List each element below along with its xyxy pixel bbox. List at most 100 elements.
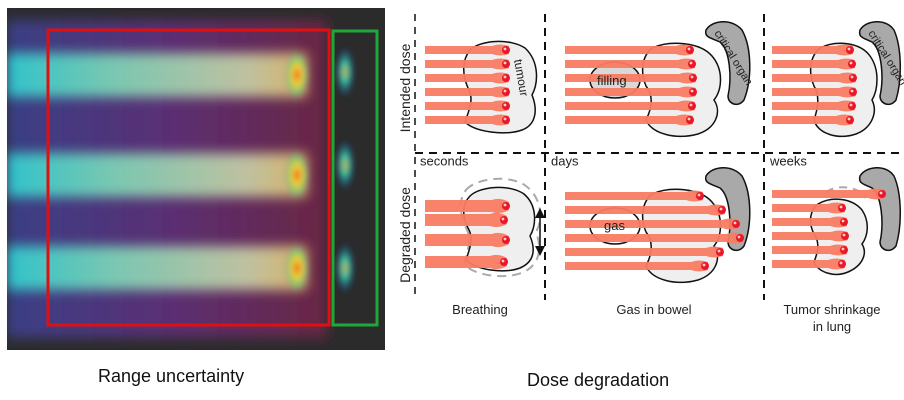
bragg-peak [848, 60, 856, 68]
proton-beam [772, 86, 856, 98]
column-label-gas-in-bowel: Gas in bowel [616, 302, 691, 317]
bragg-peak [500, 258, 508, 266]
bragg-peak [502, 102, 510, 110]
bragg-peak-highlight [879, 191, 883, 195]
proton-beam [425, 232, 509, 248]
bragg-peak-highlight [737, 235, 741, 239]
caption-range-uncertainty: Range uncertainty [98, 366, 245, 386]
distal-spot [336, 244, 354, 292]
proton-beam [772, 188, 885, 200]
proton-beam [772, 58, 855, 70]
column-label-tumor-shrinkage: Tumor shrinkage in lung [783, 302, 880, 334]
bragg-peak-highlight [501, 259, 505, 263]
bragg-peak [846, 116, 854, 124]
proton-beam [565, 190, 703, 202]
proton-beam [425, 254, 507, 270]
bragg-peak [849, 74, 857, 82]
bragg-peak [701, 262, 709, 270]
bragg-peak [841, 232, 849, 240]
critical-organ-shape [704, 21, 751, 106]
caption-dose-degradation: Dose degradation [527, 370, 670, 390]
bragg-peak [696, 192, 704, 200]
beam-band [7, 246, 307, 290]
dose-degradation-schematic: Intended dose Degraded dose seconds days… [397, 14, 904, 334]
bragg-peak-highlight [849, 103, 853, 107]
bragg-peak-hotspot [285, 51, 309, 99]
bragg-peak [838, 260, 846, 268]
proton-beam [565, 72, 696, 84]
row-label-intended-dose: Intended dose [397, 43, 413, 132]
bragg-peak [736, 234, 744, 242]
beam-set [425, 44, 510, 126]
critical-organ-shape [858, 21, 902, 106]
proton-beam [772, 230, 848, 242]
bragg-peak-highlight [690, 89, 694, 93]
range-uncertainty-image [7, 8, 385, 350]
bragg-peak [686, 116, 694, 124]
bragg-peak-highlight [847, 47, 851, 51]
bragg-peak-highlight [689, 61, 693, 65]
bragg-peak [502, 236, 510, 244]
beam-set [425, 198, 510, 270]
proton-beam [565, 114, 693, 126]
bragg-peak-highlight [841, 219, 845, 223]
bragg-peak-highlight [719, 207, 723, 211]
proton-beam [425, 114, 509, 126]
cell-degraded-gas: gas [565, 167, 751, 284]
bragg-peak [689, 88, 697, 96]
critical-organ-shape [704, 167, 751, 252]
bragg-peak-highlight [503, 89, 507, 93]
bragg-peak-highlight [687, 117, 691, 121]
motion-arrow-down [535, 246, 545, 256]
bragg-peak-highlight [503, 117, 507, 121]
bragg-peak [688, 60, 696, 68]
proton-beam [565, 86, 696, 98]
bragg-peak-highlight [841, 247, 845, 251]
bragg-peak-highlight [850, 75, 854, 79]
beam-band [7, 53, 307, 97]
bragg-peak-highlight [503, 203, 507, 207]
proton-beam [425, 198, 509, 214]
time-scale-days: days [551, 153, 579, 168]
bragg-peak [848, 102, 856, 110]
bragg-peak [502, 74, 510, 82]
time-scale-weeks: weeks [769, 153, 807, 168]
proton-beam [425, 86, 509, 98]
beam-set [565, 190, 744, 272]
bragg-peak-highlight [697, 193, 701, 197]
cell-intended-gas: critical organ filling [565, 21, 755, 138]
distal-region-box [331, 29, 379, 327]
bragg-peak-highlight [501, 217, 505, 221]
bragg-peak [686, 46, 694, 54]
time-scale-seconds: seconds [420, 153, 469, 168]
bragg-peak [838, 204, 846, 212]
bragg-peak-highlight [839, 205, 843, 209]
bragg-peak-highlight [733, 221, 737, 225]
bragg-peak [689, 74, 697, 82]
distal-spot [336, 141, 354, 189]
cell-degraded-shrinkage [772, 167, 902, 276]
beam-set [772, 188, 886, 270]
proton-beam [565, 58, 695, 70]
beam-band [7, 153, 307, 197]
uncertain-range-box [46, 28, 331, 327]
bragg-peak-highlight [702, 263, 706, 267]
proton-beam [565, 100, 695, 112]
bragg-peak [500, 216, 508, 224]
bragg-peak [502, 88, 510, 96]
column-label-line: Tumor shrinkage [783, 302, 880, 317]
bragg-peak [849, 88, 857, 96]
proton-beam [772, 244, 847, 256]
cell-intended-breathing: tumour [425, 40, 538, 134]
row-label-degraded-dose: Degraded dose [397, 187, 413, 283]
proton-beam [565, 246, 723, 258]
bragg-peak-hotspot [285, 244, 309, 292]
bragg-peak [502, 116, 510, 124]
bragg-peak [718, 206, 726, 214]
proton-beam [425, 100, 509, 112]
proton-beam [772, 100, 855, 112]
bragg-peak-highlight [687, 47, 691, 51]
bragg-peak-highlight [842, 233, 846, 237]
